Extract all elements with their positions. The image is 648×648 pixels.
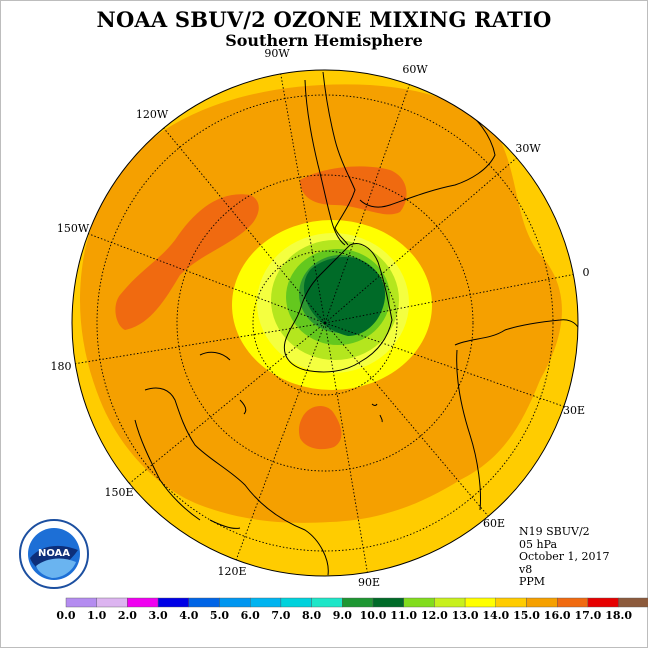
meridian-line: [118, 322, 326, 493]
colorbar-swatch: [434, 597, 466, 608]
colorbar-tick-label: 4.0: [179, 609, 198, 622]
longitude-label: 90E: [358, 576, 380, 589]
meridian-line: [324, 70, 416, 324]
colorbar-swatch: [342, 597, 374, 608]
version-label: v8: [519, 562, 533, 576]
colorbar-swatch: [587, 597, 619, 608]
colorbar-swatch: [249, 597, 282, 608]
meridian-line: [324, 271, 578, 324]
colorbar-tick-label: 0.0: [56, 609, 75, 622]
field-dark-green-core: [303, 256, 386, 336]
longitude-label: 120W: [136, 108, 169, 121]
field-dark-orange-patch: [298, 406, 342, 450]
colorbar-tick-label: 2.0: [118, 609, 137, 622]
longitude-label: 60W: [402, 63, 428, 76]
ozone-field: [72, 70, 578, 576]
longitude-label: 150E: [104, 486, 133, 499]
colorbar-swatch: [280, 597, 312, 608]
colorbar-swatch: [157, 597, 190, 608]
longitude-label: 60E: [483, 517, 505, 530]
colorbar: 0.0 1.0 2.0 3.0 4.0 5.0 6.0 7.0 8.0 9.0 10.0 11.0 12…: [56, 597, 648, 622]
colorbar-swatch: [618, 597, 648, 608]
meridian-line: [276, 70, 326, 324]
colorbar-tick-label: 12.0: [421, 609, 448, 622]
colorbar-swatch: [311, 597, 343, 608]
colorbar-tick-label: 17.0: [575, 609, 602, 622]
info-block: N19 SBUV/2 05 hPa October 1, 2017 v8 PPM: [519, 525, 610, 589]
longitude-label: 0: [583, 266, 590, 279]
longitude-label: 30E: [563, 404, 585, 417]
date-label: October 1, 2017: [519, 550, 610, 564]
meridian-line: [324, 322, 495, 524]
colorbar-tick-label: 18.0: [605, 609, 632, 622]
field-dark-orange-patch: [115, 194, 259, 330]
meridian-line: [72, 227, 326, 324]
colorbar-tick-label: 14.0: [482, 609, 509, 622]
noaa-logo-icon: NOAA: [19, 519, 89, 589]
colorbar-tick-label: 7.0: [271, 609, 290, 622]
colorbar-swatch: [526, 597, 558, 608]
colorbar-swatch: [65, 597, 97, 608]
page-subtitle: Southern Hemisphere: [225, 31, 423, 50]
graticule: [72, 70, 578, 576]
colorbar-tick-label: 1.0: [87, 609, 106, 622]
satellite-label: N19 SBUV/2: [519, 525, 590, 538]
pressure-level: 05 hPa: [519, 537, 558, 551]
meridian-line: [231, 322, 326, 572]
colorbar-swatch: [403, 597, 435, 608]
longitude-labels: 90W 60W 30W 0 30E 60E 90E 120E 150E 180 150W 120W: [51, 47, 590, 589]
longitude-label: 180: [51, 360, 72, 373]
colorbar-swatches: [65, 597, 648, 608]
logo-text: NOAA: [38, 548, 70, 559]
colorbar-tick-label: 3.0: [149, 609, 168, 622]
colorbar-tick-label: 8.0: [302, 609, 321, 622]
colorbar-swatch: [188, 597, 220, 608]
colorbar-swatch: [557, 597, 589, 608]
colorbar-swatch: [372, 597, 404, 608]
colorbar-tick-label: 16.0: [544, 609, 571, 622]
longitude-label: 90W: [264, 47, 290, 60]
colorbar-labels: 0.0 1.0 2.0 3.0 4.0 5.0 6.0 7.0 8.0 9.0 10.0 11.0 12…: [56, 609, 632, 622]
globe-outline: [71, 69, 579, 577]
colorbar-tick-label: 10.0: [360, 609, 387, 622]
colorbar-swatch: [495, 597, 527, 608]
colorbar-tick-label: 6.0: [241, 609, 260, 622]
units-label: PPM: [519, 575, 546, 589]
meridian-line: [324, 147, 529, 324]
longitude-label: 30W: [515, 142, 541, 155]
longitude-label: 150W: [57, 222, 90, 235]
meridian-line: [72, 322, 326, 367]
colorbar-swatch: [96, 597, 128, 608]
colorbar-tick-label: 5.0: [210, 609, 229, 622]
colorbar-tick-label: 9.0: [333, 609, 352, 622]
colorbar-tick-label: 11.0: [390, 609, 417, 622]
colorbar-swatch: [219, 597, 251, 608]
colorbar-tick-label: 13.0: [452, 609, 479, 622]
colorbar-swatch: [464, 597, 497, 608]
longitude-label: 120E: [217, 565, 246, 578]
colorbar-tick-label: 15.0: [513, 609, 540, 622]
page-title: NOAA SBUV/2 OZONE MIXING RATIO: [96, 7, 552, 32]
colorbar-swatch: [127, 597, 159, 608]
